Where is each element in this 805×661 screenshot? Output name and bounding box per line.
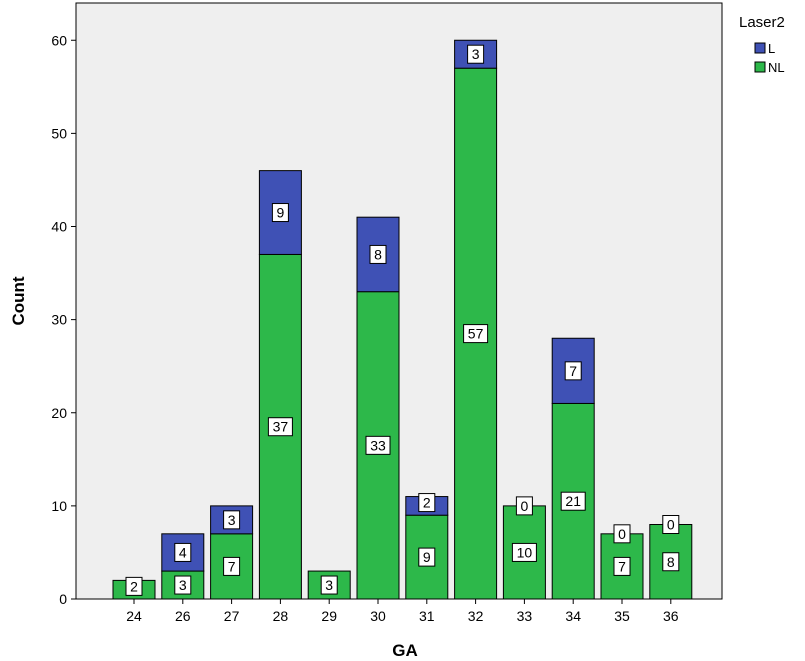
legend-swatch-NL <box>754 61 766 73</box>
data-label-NL-26: 3 <box>174 575 192 595</box>
data-label-box <box>125 576 143 596</box>
legend-title: Laser2 <box>739 14 785 31</box>
legend-label-NL: NL <box>768 60 785 75</box>
data-label-NL-27: 7 <box>223 556 241 576</box>
data-label-NL-32: 57 <box>463 324 489 344</box>
x-tick-label: 29 <box>321 608 337 624</box>
x-axis-title: GA <box>392 641 418 660</box>
data-label-text: 57 <box>468 326 484 342</box>
data-label-box <box>613 556 631 576</box>
y-axis-title: Count <box>9 276 28 325</box>
data-label-box <box>223 510 241 530</box>
x-tick-label: 34 <box>565 608 581 624</box>
data-label-text: 2 <box>423 495 431 511</box>
x-tick-label: 24 <box>126 608 142 624</box>
data-label-box <box>223 556 241 576</box>
data-label-text: 8 <box>374 246 382 262</box>
data-label-box <box>418 547 436 567</box>
data-label-text: 7 <box>569 363 577 379</box>
data-label-text: 2 <box>130 578 138 594</box>
x-tick-label: 30 <box>370 608 386 624</box>
data-label-L-34: 7 <box>564 361 582 381</box>
data-label-text: 37 <box>273 419 289 435</box>
data-label-text: 4 <box>179 544 187 560</box>
data-label-L-35: 0 <box>613 524 631 544</box>
data-label-box <box>369 244 387 264</box>
data-label-text: 3 <box>179 577 187 593</box>
data-label-NL-35: 7 <box>613 556 631 576</box>
y-axis: 0 10 20 30 40 50 60 <box>51 32 76 607</box>
data-label-NL-33: 10 <box>511 542 537 562</box>
x-tick-label: 28 <box>273 608 289 624</box>
data-label-L-28: 9 <box>271 203 289 223</box>
data-label-L-31: 2 <box>418 493 436 513</box>
data-label-text: 0 <box>667 517 675 533</box>
data-label-text: 7 <box>228 558 236 574</box>
data-label-box <box>613 524 631 544</box>
data-label-box <box>418 493 436 513</box>
data-label-text: 21 <box>565 493 581 509</box>
y-tick-label: 10 <box>51 498 67 514</box>
data-label-NL-29: 3 <box>320 575 338 595</box>
legend: Laser2 L NL <box>739 14 785 75</box>
data-label-NL-24: 2 <box>125 576 143 596</box>
data-label-NL-34: 21 <box>560 491 586 511</box>
data-label-box <box>662 515 680 534</box>
data-label-L-33: 0 <box>515 496 533 516</box>
data-label-NL-30: 33 <box>365 435 391 455</box>
data-label-text: 7 <box>618 558 626 574</box>
data-label-L-32: 3 <box>467 44 485 64</box>
data-label-text: 10 <box>517 544 533 560</box>
x-tick-label: 36 <box>663 608 679 624</box>
data-label-box <box>467 44 485 64</box>
data-label-text: 0 <box>521 498 529 514</box>
x-tick-label: 27 <box>224 608 240 624</box>
x-axis: 24 26 27 28 29 30 31 32 33 34 35 36 <box>126 599 679 624</box>
data-label-box <box>515 496 533 516</box>
x-tick-label: 31 <box>419 608 435 624</box>
x-tick-label: 32 <box>468 608 484 624</box>
x-tick-label: 26 <box>175 608 191 624</box>
data-label-box <box>365 435 391 455</box>
y-tick-label: 30 <box>51 312 67 328</box>
data-label-box <box>564 361 582 381</box>
data-label-NL-31: 9 <box>418 547 436 567</box>
data-label-L-36: 0 <box>662 515 680 534</box>
data-label-box <box>662 552 680 572</box>
y-tick-label: 20 <box>51 405 67 421</box>
data-label-box <box>463 324 489 344</box>
data-label-box <box>511 542 537 562</box>
data-label-box <box>174 542 192 562</box>
data-label-text: 8 <box>667 554 675 570</box>
y-tick-label: 60 <box>51 32 67 48</box>
data-label-NL-28: 37 <box>267 417 293 437</box>
y-tick-label: 0 <box>59 591 67 607</box>
data-label-box <box>267 417 293 437</box>
data-label-text: 3 <box>472 46 480 62</box>
data-label-text: 9 <box>277 205 285 221</box>
data-label-text: 3 <box>228 512 236 528</box>
y-tick-label: 50 <box>51 125 67 141</box>
data-label-text: 33 <box>370 437 386 453</box>
data-label-box <box>174 575 192 595</box>
x-tick-label: 33 <box>517 608 533 624</box>
x-tick-label: 35 <box>614 608 630 624</box>
data-label-box <box>320 575 338 595</box>
data-label-text: 9 <box>423 549 431 565</box>
data-label-box <box>271 203 289 223</box>
data-label-box <box>560 491 586 511</box>
data-label-L-30: 8 <box>369 244 387 264</box>
data-label-text: 0 <box>618 526 626 542</box>
data-label-L-26: 4 <box>174 542 192 562</box>
legend-swatch-L <box>754 42 766 54</box>
data-label-text: 3 <box>325 577 333 593</box>
data-label-NL-36: 8 <box>662 552 680 572</box>
data-label-L-27: 3 <box>223 510 241 530</box>
y-tick-label: 40 <box>51 219 67 235</box>
legend-label-L: L <box>768 41 775 56</box>
